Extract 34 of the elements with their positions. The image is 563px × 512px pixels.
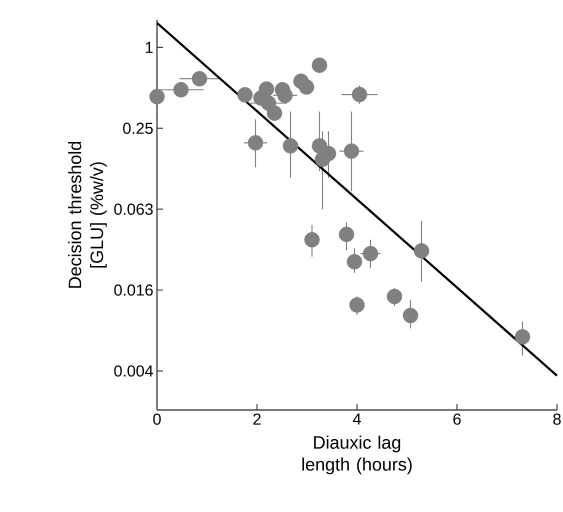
point	[386, 288, 402, 304]
point	[346, 254, 362, 270]
point	[173, 82, 189, 98]
point	[282, 138, 298, 154]
point	[349, 297, 365, 313]
x-axis-title: Diauxic lag length (hours)	[302, 436, 412, 474]
x-tick-label: 6	[453, 414, 461, 425]
point	[312, 58, 328, 73]
point	[192, 71, 208, 86]
x-tick-label: 2	[253, 414, 261, 425]
point	[277, 88, 293, 104]
y-tick-label: 0.016	[114, 284, 153, 296]
point	[362, 246, 378, 262]
y-axis-title: Decision threshold [GLU] (%w/v)	[68, 142, 107, 288]
y-tick-label: 0.063	[114, 204, 153, 215]
point	[514, 329, 530, 345]
point	[314, 152, 330, 167]
x-tick-label: 8	[553, 414, 561, 425]
point	[266, 105, 282, 121]
y-tick-label: 0.25	[123, 122, 153, 134]
point	[149, 88, 165, 104]
point	[237, 87, 253, 102]
y-tick-label: 0.004	[114, 365, 153, 377]
point	[402, 308, 418, 324]
x-tick-label: 0	[153, 414, 161, 425]
point	[298, 79, 314, 95]
point	[248, 135, 264, 150]
point	[344, 143, 360, 159]
point	[338, 226, 354, 242]
point	[352, 86, 368, 102]
point	[304, 232, 320, 248]
y-tick-label: 1	[146, 42, 153, 53]
x-tick-label: 4	[352, 414, 361, 424]
point	[414, 243, 430, 259]
